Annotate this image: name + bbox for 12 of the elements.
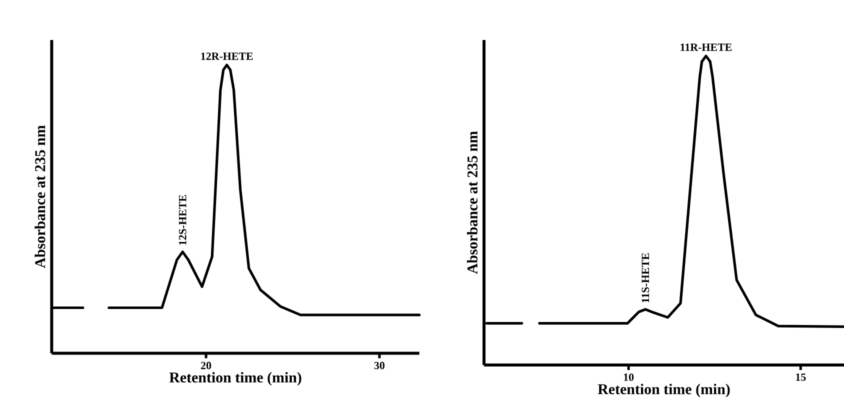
x-axis-title: Retention time (min) (598, 384, 730, 398)
x-axis-title: Retention time (min) (169, 372, 302, 386)
x-tick-label: 30 (374, 362, 384, 370)
x-tick-label: 20 (201, 362, 212, 370)
y-axis-title: Absorbance at 235 nm (466, 131, 478, 274)
x-tick-label: 15 (796, 374, 806, 381)
y-axis-title: Absorbance at 235 nm (34, 125, 46, 268)
annotation: 11S-HETE (642, 253, 650, 302)
annotation: 11R-HETE (680, 44, 732, 51)
annotation: 12S-HETE (178, 195, 186, 245)
annotation: 12R-HETE (201, 52, 253, 60)
x-tick-label: 10 (624, 374, 634, 381)
